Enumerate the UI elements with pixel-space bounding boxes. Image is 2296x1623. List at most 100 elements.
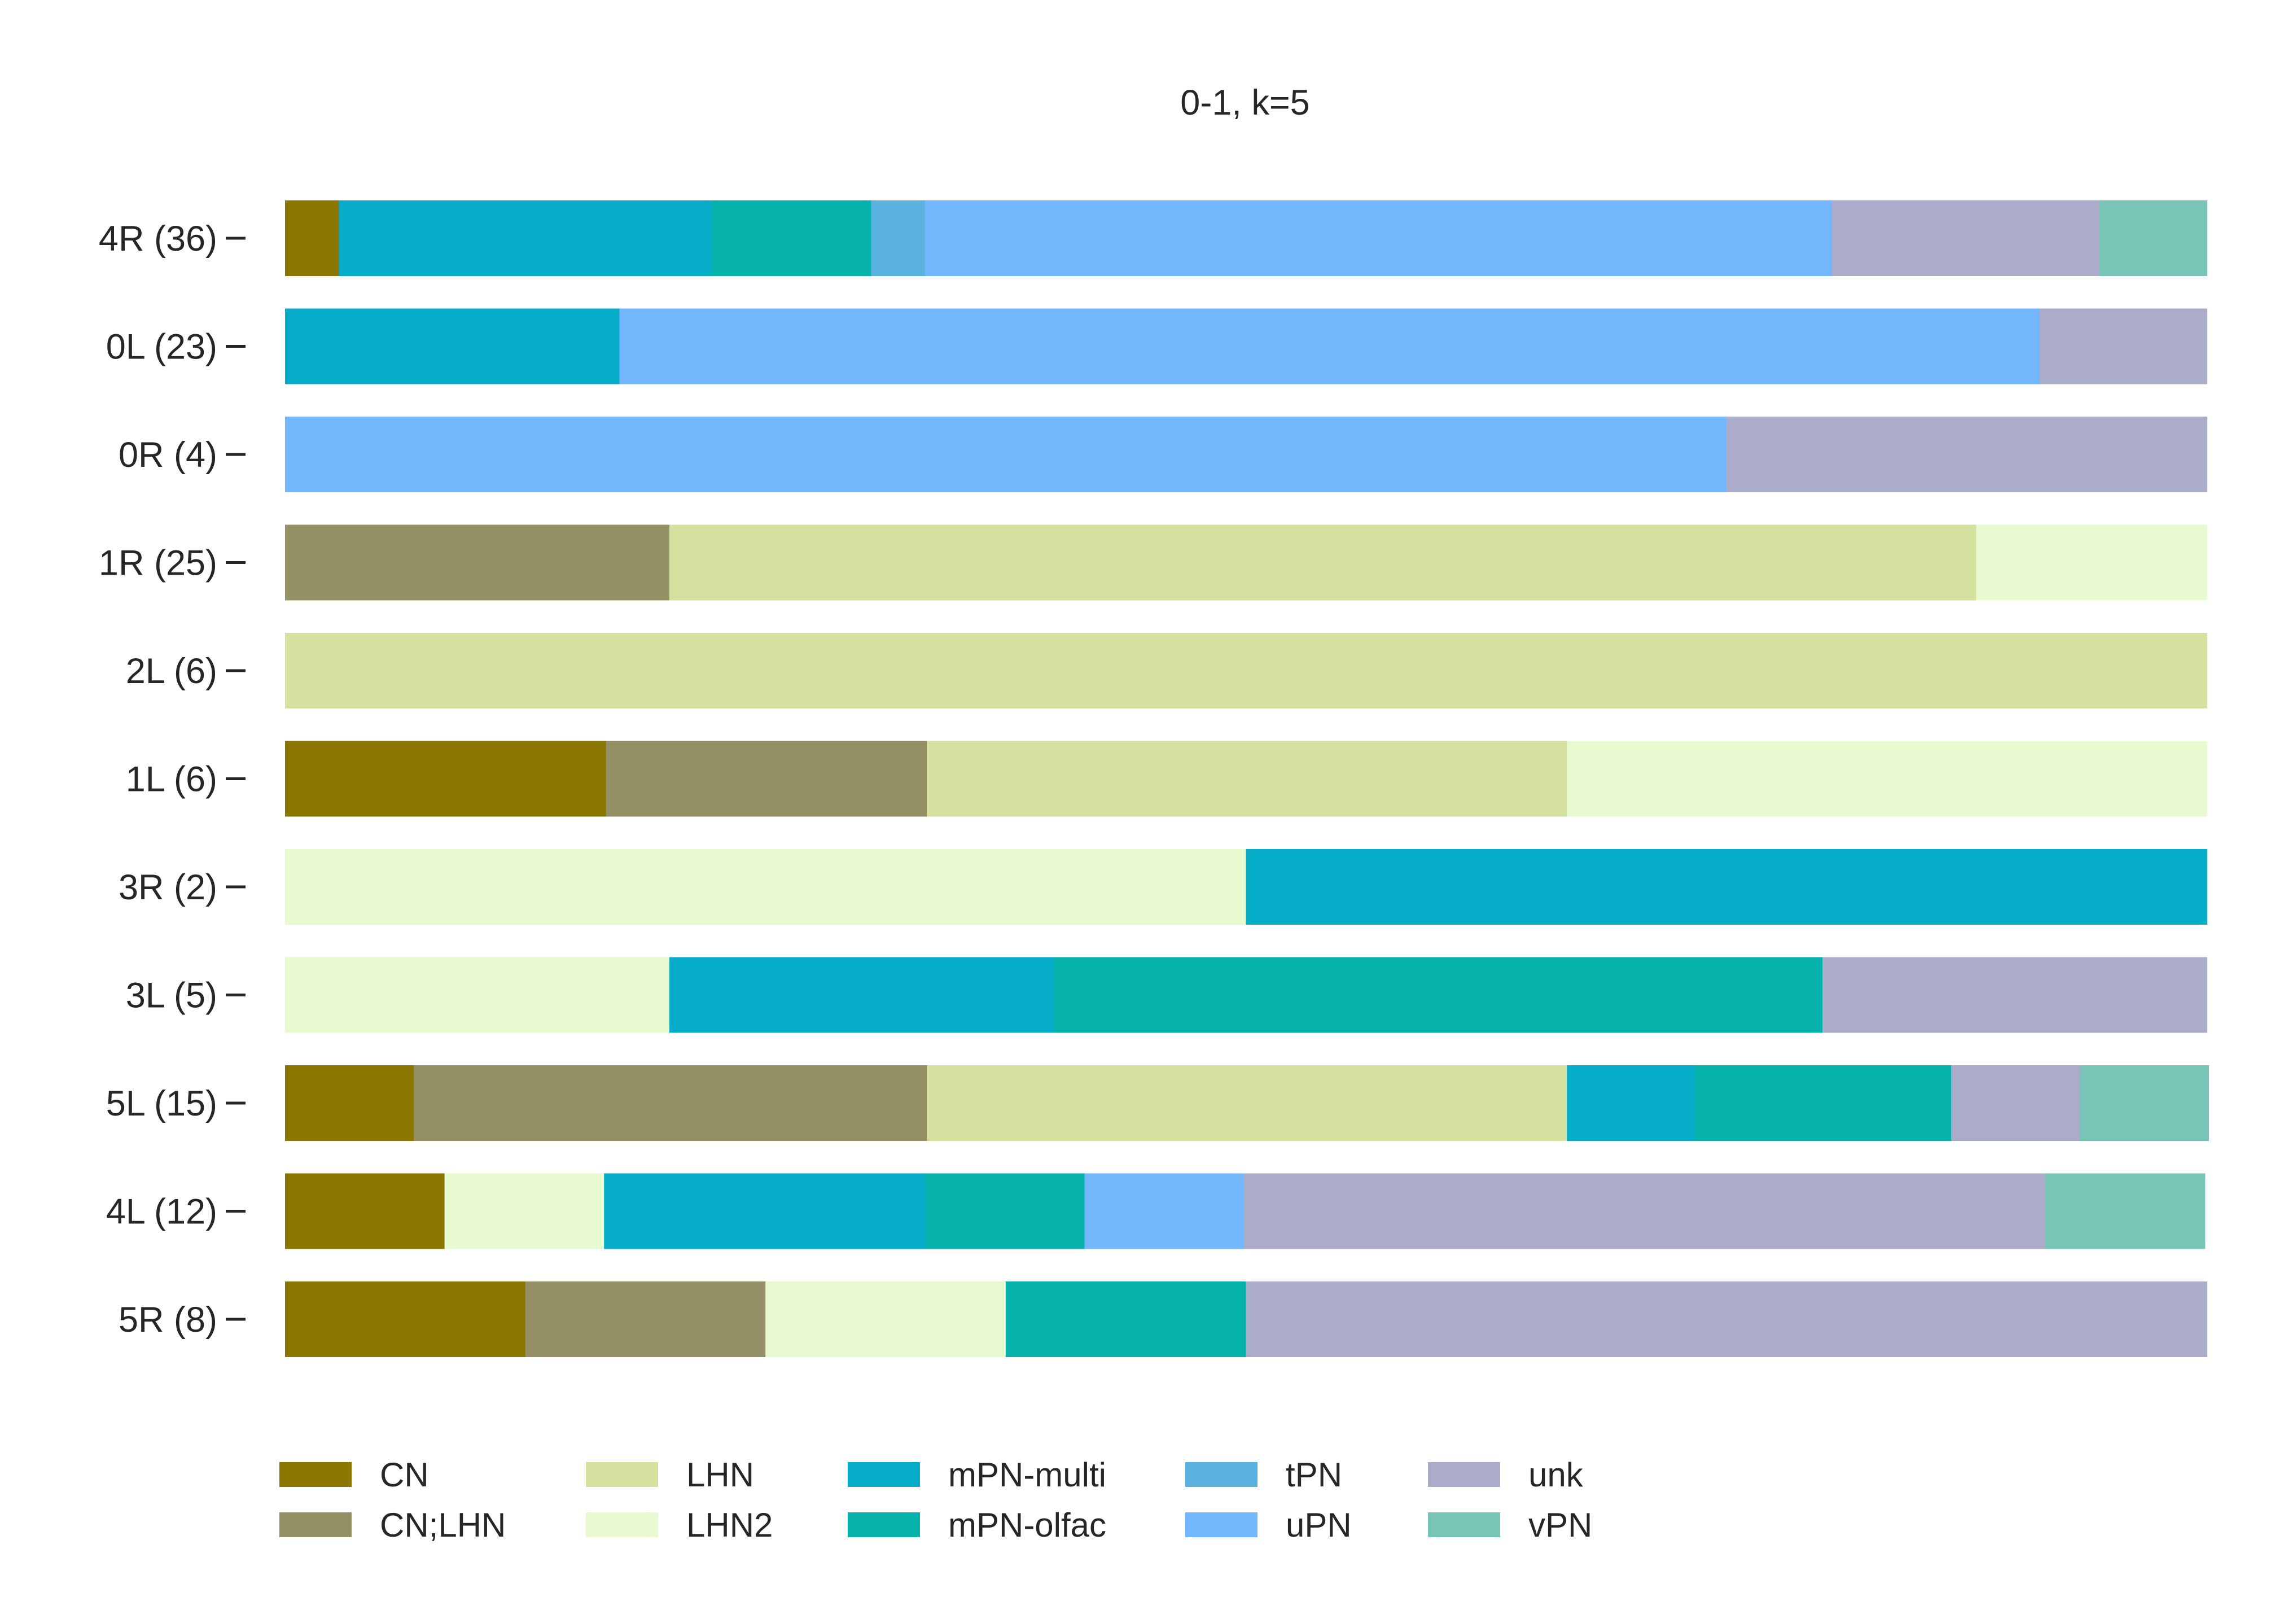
- legend-item: mPN-multi: [848, 1456, 1106, 1494]
- legend-item: vPN: [1428, 1506, 1592, 1544]
- chart-title: 0-1, k=5: [1180, 83, 1309, 123]
- bar-segment: [669, 957, 1054, 1033]
- bar-row: 4L (12): [106, 1173, 2206, 1249]
- bar-segment: [339, 200, 712, 276]
- bar-segment: [285, 308, 620, 384]
- legend-swatch: [848, 1512, 920, 1537]
- bar-segment: [285, 633, 2207, 708]
- bar-row: 2L (6): [126, 633, 2207, 708]
- legend-swatch: [279, 1512, 352, 1537]
- legend-label: LHN: [686, 1456, 754, 1494]
- bar-segment: [285, 1173, 445, 1249]
- bar-segment: [669, 524, 1977, 601]
- legend-swatch: [279, 1462, 352, 1487]
- legend: CN CN;LHN LHN LHN2 mPN-multi mPN-olfac tPN uPN u…: [279, 1456, 1592, 1544]
- row-label: 5R (8): [119, 1300, 217, 1340]
- row-label: 2L (6): [126, 651, 217, 691]
- bar-segment: [285, 524, 670, 601]
- bar-segment: [285, 200, 339, 276]
- bar-segment: [711, 200, 872, 276]
- bar-row: 5L (15): [106, 1065, 2209, 1141]
- bar-segment: [1244, 1173, 2046, 1249]
- row-label: 3L (5): [126, 976, 217, 1016]
- bar-segment: [285, 957, 670, 1033]
- legend-item: LHN: [586, 1456, 754, 1494]
- bar-segment: [604, 1173, 926, 1249]
- bar-segment: [871, 200, 926, 276]
- legend-item: CN: [279, 1456, 429, 1494]
- bar-row: 5R (8): [119, 1281, 2207, 1357]
- bar-row: 0L (23): [106, 308, 2207, 384]
- legend-swatch: [1428, 1512, 1500, 1537]
- bar-row: 3L (5): [126, 957, 2207, 1033]
- row-label: 1R (25): [99, 544, 217, 583]
- bar-segment: [1951, 1065, 2080, 1141]
- bar-segment: [1567, 741, 2207, 817]
- bar-segment: [924, 200, 1833, 276]
- legend-label: unk: [1528, 1456, 1584, 1494]
- legend-item: tPN: [1185, 1456, 1342, 1494]
- row-label: 0R (4): [119, 435, 217, 475]
- row-label: 5L (15): [106, 1084, 217, 1123]
- legend-swatch: [586, 1462, 658, 1487]
- legend-label: mPN-olfac: [948, 1506, 1106, 1544]
- legend-swatch: [586, 1512, 658, 1537]
- legend-item: mPN-olfac: [848, 1506, 1106, 1544]
- row-label: 3R (2): [119, 868, 217, 907]
- legend-swatch: [1185, 1462, 1257, 1487]
- bar-segment: [285, 741, 607, 817]
- legend-swatch: [1185, 1512, 1257, 1537]
- bar-segment: [765, 1281, 1006, 1357]
- bar-segment: [1726, 417, 2207, 492]
- bar-segment: [2099, 200, 2207, 276]
- bar-segment: [606, 741, 927, 817]
- legend-label: CN;LHN: [380, 1506, 506, 1544]
- bar-segment: [2039, 308, 2207, 384]
- legend-label: LHN2: [686, 1506, 773, 1544]
- bar-segment: [285, 417, 1727, 492]
- legend-label: uPN: [1286, 1506, 1352, 1544]
- bar-segment: [1695, 1065, 1952, 1141]
- bar-segment: [525, 1281, 766, 1357]
- bar-row: 4R (36): [99, 200, 2207, 276]
- bar-segment: [2045, 1173, 2206, 1249]
- bar-segment: [1567, 1065, 1696, 1141]
- bar-segment: [619, 308, 2040, 384]
- legend-item: LHN2: [586, 1506, 773, 1544]
- bar-segment: [1832, 200, 2100, 276]
- bar-row: 1L (6): [126, 741, 2207, 817]
- legend-swatch: [1428, 1462, 1500, 1487]
- bar-row: 1R (25): [99, 524, 2207, 601]
- bar-segment: [1054, 957, 1823, 1033]
- bar-segment: [1005, 1281, 1247, 1357]
- row-label: 4L (12): [106, 1192, 217, 1232]
- bar-segment: [924, 1173, 1085, 1249]
- bar-row: 0R (4): [119, 417, 2207, 492]
- bar-segment: [414, 1065, 927, 1141]
- legend-item: CN;LHN: [279, 1506, 506, 1544]
- bar-segment: [285, 1281, 526, 1357]
- legend-label: mPN-multi: [948, 1456, 1106, 1494]
- row-label: 1L (6): [126, 760, 217, 799]
- bar-segment: [1976, 524, 2207, 601]
- bar-segment: [927, 1065, 1567, 1141]
- legend-label: vPN: [1528, 1506, 1592, 1544]
- bar-segment: [2080, 1065, 2209, 1141]
- legend-swatch: [848, 1462, 920, 1487]
- bar-segment: [1246, 1281, 2207, 1357]
- bar-segment: [1822, 957, 2207, 1033]
- legend-item: unk: [1428, 1456, 1584, 1494]
- row-label: 4R (36): [99, 219, 217, 259]
- bar-segment: [927, 741, 1567, 817]
- bar-segment: [444, 1173, 604, 1249]
- legend-label: CN: [380, 1456, 429, 1494]
- bar-row: 3R (2): [119, 849, 2207, 925]
- bar-segment: [1246, 849, 2207, 925]
- legend-label: tPN: [1286, 1456, 1342, 1494]
- row-label: 0L (23): [106, 327, 217, 367]
- legend-item: uPN: [1185, 1506, 1352, 1544]
- bar-segment: [285, 849, 1247, 925]
- bar-segment: [1084, 1173, 1245, 1249]
